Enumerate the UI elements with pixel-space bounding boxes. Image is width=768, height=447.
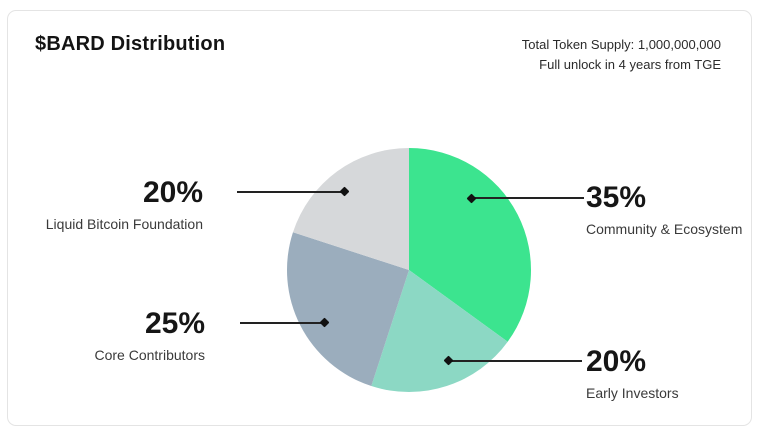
pie-slice-community-ecosystem [409, 148, 532, 342]
token-meta: Total Token Supply: 1,000,000,000 Full u… [522, 35, 721, 75]
label-community-name: Community & Ecosystem [586, 221, 743, 237]
pie-slice-early-investors [371, 270, 508, 393]
pie-slice-core-contributors [286, 232, 409, 387]
label-core-name: Core Contributors [94, 347, 206, 363]
unlock-text: Full unlock in 4 years from TGE [539, 57, 721, 72]
total-supply-text: Total Token Supply: 1,000,000,000 [521, 37, 721, 52]
callout-line-community [471, 197, 584, 199]
label-early-investors: 20% Early Investors [586, 345, 679, 401]
label-community-ecosystem: 35% Community & Ecosystem [586, 181, 743, 237]
label-foundation-pct: 20% [142, 176, 203, 209]
label-early-pct: 20% [586, 345, 647, 378]
callout-line-core-contributors [240, 322, 325, 324]
label-core-contributors: 25% Core Contributors [94, 307, 206, 363]
label-core-pct: 25% [144, 307, 205, 340]
callout-line-foundation [237, 191, 345, 193]
label-early-name: Early Investors [586, 385, 679, 401]
pie-chart [286, 148, 532, 393]
page-title: $BARD Distribution [35, 33, 226, 55]
label-community-pct: 35% [586, 181, 647, 214]
callout-line-early-investors [449, 360, 582, 362]
label-foundation: 20% Liquid Bitcoin Foundation [45, 176, 203, 232]
distribution-card: $BARD Distribution Total Token Supply: 1… [7, 10, 752, 426]
pie-slice-liquid-bitcoin-foundation [292, 148, 409, 270]
label-foundation-name: Liquid Bitcoin Foundation [45, 216, 203, 232]
